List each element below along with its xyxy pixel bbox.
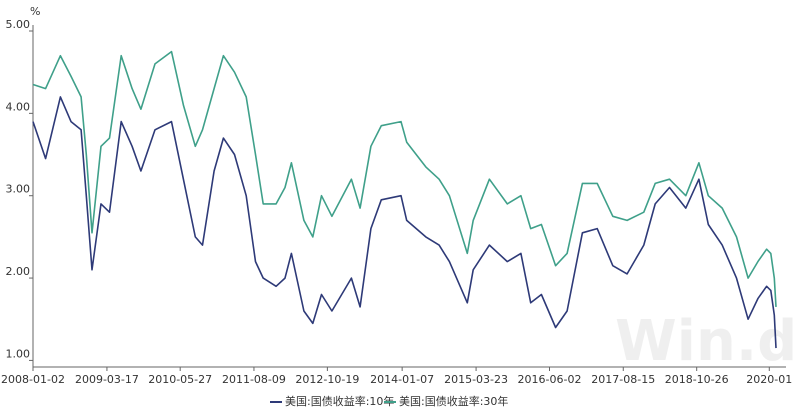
y-tick-label: 5.00 [6, 18, 31, 31]
x-tick-label: 2020-01 [746, 373, 792, 386]
x-tick-label: 2011-08-09 [222, 373, 286, 386]
y-tick-label: 4.00 [6, 100, 31, 113]
watermark: Win.d [615, 309, 796, 374]
y-tick-label: 1.00 [6, 347, 31, 360]
legend-label: 美国:国债收益率:10年 [285, 394, 394, 408]
x-tick-label: 2010-05-27 [148, 373, 212, 386]
x-tick-label: 2018-10-26 [665, 373, 729, 386]
series-line [32, 50, 777, 307]
x-tick-label: 2017-08-15 [591, 373, 655, 386]
x-tick-label: 2008-01-02 [1, 373, 65, 386]
x-tick-label: 2009-03-17 [75, 373, 139, 386]
series-line [32, 96, 777, 349]
x-tick-label: 2016-06-02 [518, 373, 582, 386]
unit-label: % [30, 5, 40, 18]
y-tick-label: 3.00 [6, 183, 31, 196]
x-tick-label: 2015-03-23 [444, 373, 508, 386]
legend-label: 美国:国债收益率:30年 [399, 394, 508, 408]
x-tick-label: 2012-10-19 [295, 373, 359, 386]
y-tick-label: 2.00 [6, 265, 31, 278]
x-tick-label: 2014-01-07 [370, 373, 434, 386]
